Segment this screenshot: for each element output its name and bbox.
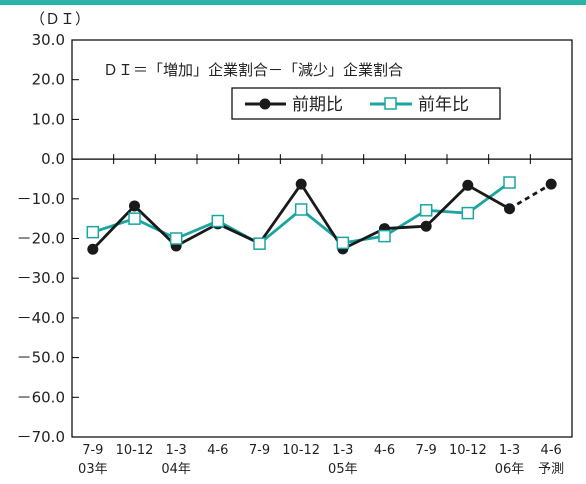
- x-tick-label: 1-3: [166, 443, 187, 458]
- x-tick-label: 1-3: [499, 443, 520, 458]
- x-tick-label: 4-6: [541, 443, 562, 458]
- y-axis-ticks: 30.0 20.0 10.0 0.0 －10.0 －20.0 －30.0 －40.0 －50.0…: [17, 31, 572, 446]
- y-tick-label: 10.0: [32, 110, 65, 128]
- x-tick-label: 4-6: [374, 443, 395, 458]
- y-tick-label: －40.0: [17, 309, 65, 327]
- series1-point: [420, 220, 432, 232]
- series-layer: [86, 176, 557, 255]
- y-tick-label: －20.0: [17, 230, 65, 248]
- series2-point: [419, 204, 433, 217]
- series2-point: [378, 229, 391, 243]
- y-tick-label: 30.0: [32, 31, 65, 49]
- y-tick-label: －10.0: [17, 190, 65, 208]
- y-tick-label: －30.0: [17, 269, 65, 287]
- series1-point: [545, 178, 557, 190]
- x-tick-label: 10-12: [449, 443, 487, 458]
- legend-series1-marker: [259, 98, 271, 110]
- x-tick-year-label: 05年: [328, 462, 358, 477]
- series1-line: [91, 182, 511, 251]
- y-tick-label: －50.0: [17, 349, 65, 367]
- legend-series2-label: 前年比: [418, 95, 469, 115]
- y-tick-label: 20.0: [32, 71, 65, 89]
- legend: 前期比 前年比: [231, 87, 501, 120]
- y-tick-label: －60.0: [17, 388, 65, 406]
- series1-point: [295, 178, 307, 190]
- y-tick-label: －70.0: [17, 428, 65, 446]
- series2-point: [503, 176, 516, 189]
- series1-point: [129, 200, 140, 212]
- x-tick-year-label: 04年: [161, 462, 191, 477]
- di-definition-note: ＤＩ＝「増加」企業割合－「減少」企業割合: [103, 61, 403, 79]
- y-axis-unit-label: （ＤＩ）: [30, 10, 90, 28]
- x-tick-year-label: 06年: [495, 462, 525, 477]
- series2-point: [253, 237, 266, 250]
- x-tick-label: 7-9: [249, 443, 270, 458]
- x-axis-ticks: 7-9 03年 10-12 1-3 04年 4-6 7-9 10-12 1-3 05年 4-6 7-9…: [71, 154, 573, 477]
- x-tick-label: 10-12: [282, 443, 320, 458]
- x-tick-label: 7-9: [82, 443, 103, 458]
- series2-point: [461, 206, 475, 220]
- x-tick-label: 10-12: [116, 443, 154, 458]
- series2-point: [86, 225, 100, 239]
- series2-point: [169, 232, 183, 245]
- series2-point: [336, 236, 350, 250]
- series1-point: [504, 203, 515, 215]
- series1-forecast-line: [508, 182, 552, 210]
- legend-series1-label: 前期比: [292, 95, 343, 115]
- series2-point: [211, 214, 225, 228]
- x-tick-label: 4-6: [207, 443, 228, 458]
- x-tick-label: 7-9: [416, 443, 437, 458]
- series2-point: [294, 203, 308, 216]
- series2-point: [128, 212, 141, 225]
- x-tick-label: 1-3: [332, 443, 353, 458]
- x-tick-year-label: 03年: [78, 462, 108, 477]
- top-accent-rule: [0, 0, 586, 5]
- legend-series2-marker: [384, 97, 397, 110]
- series1-point: [462, 179, 474, 191]
- x-tick-year-label: 予測: [538, 462, 564, 477]
- y-tick-label: 0.0: [41, 150, 65, 168]
- series1-point: [87, 243, 99, 255]
